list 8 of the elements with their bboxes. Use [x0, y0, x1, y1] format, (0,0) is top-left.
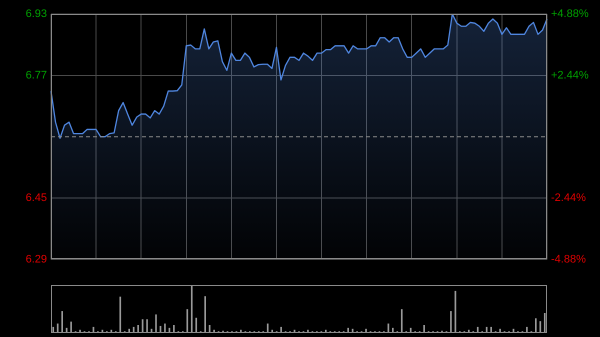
y2-tick-label: -4.88%: [551, 253, 586, 266]
y-tick-label: 6.77: [26, 69, 47, 82]
y-tick-label: 6.29: [26, 253, 47, 266]
y-tick-label: 6.45: [26, 192, 47, 204]
y2-tick-label: -2.44%: [551, 192, 586, 204]
y-tick-label: 6.93: [26, 8, 47, 20]
y2-tick-label: +4.88%: [551, 8, 589, 20]
y2-tick-label: +2.44%: [551, 69, 589, 82]
